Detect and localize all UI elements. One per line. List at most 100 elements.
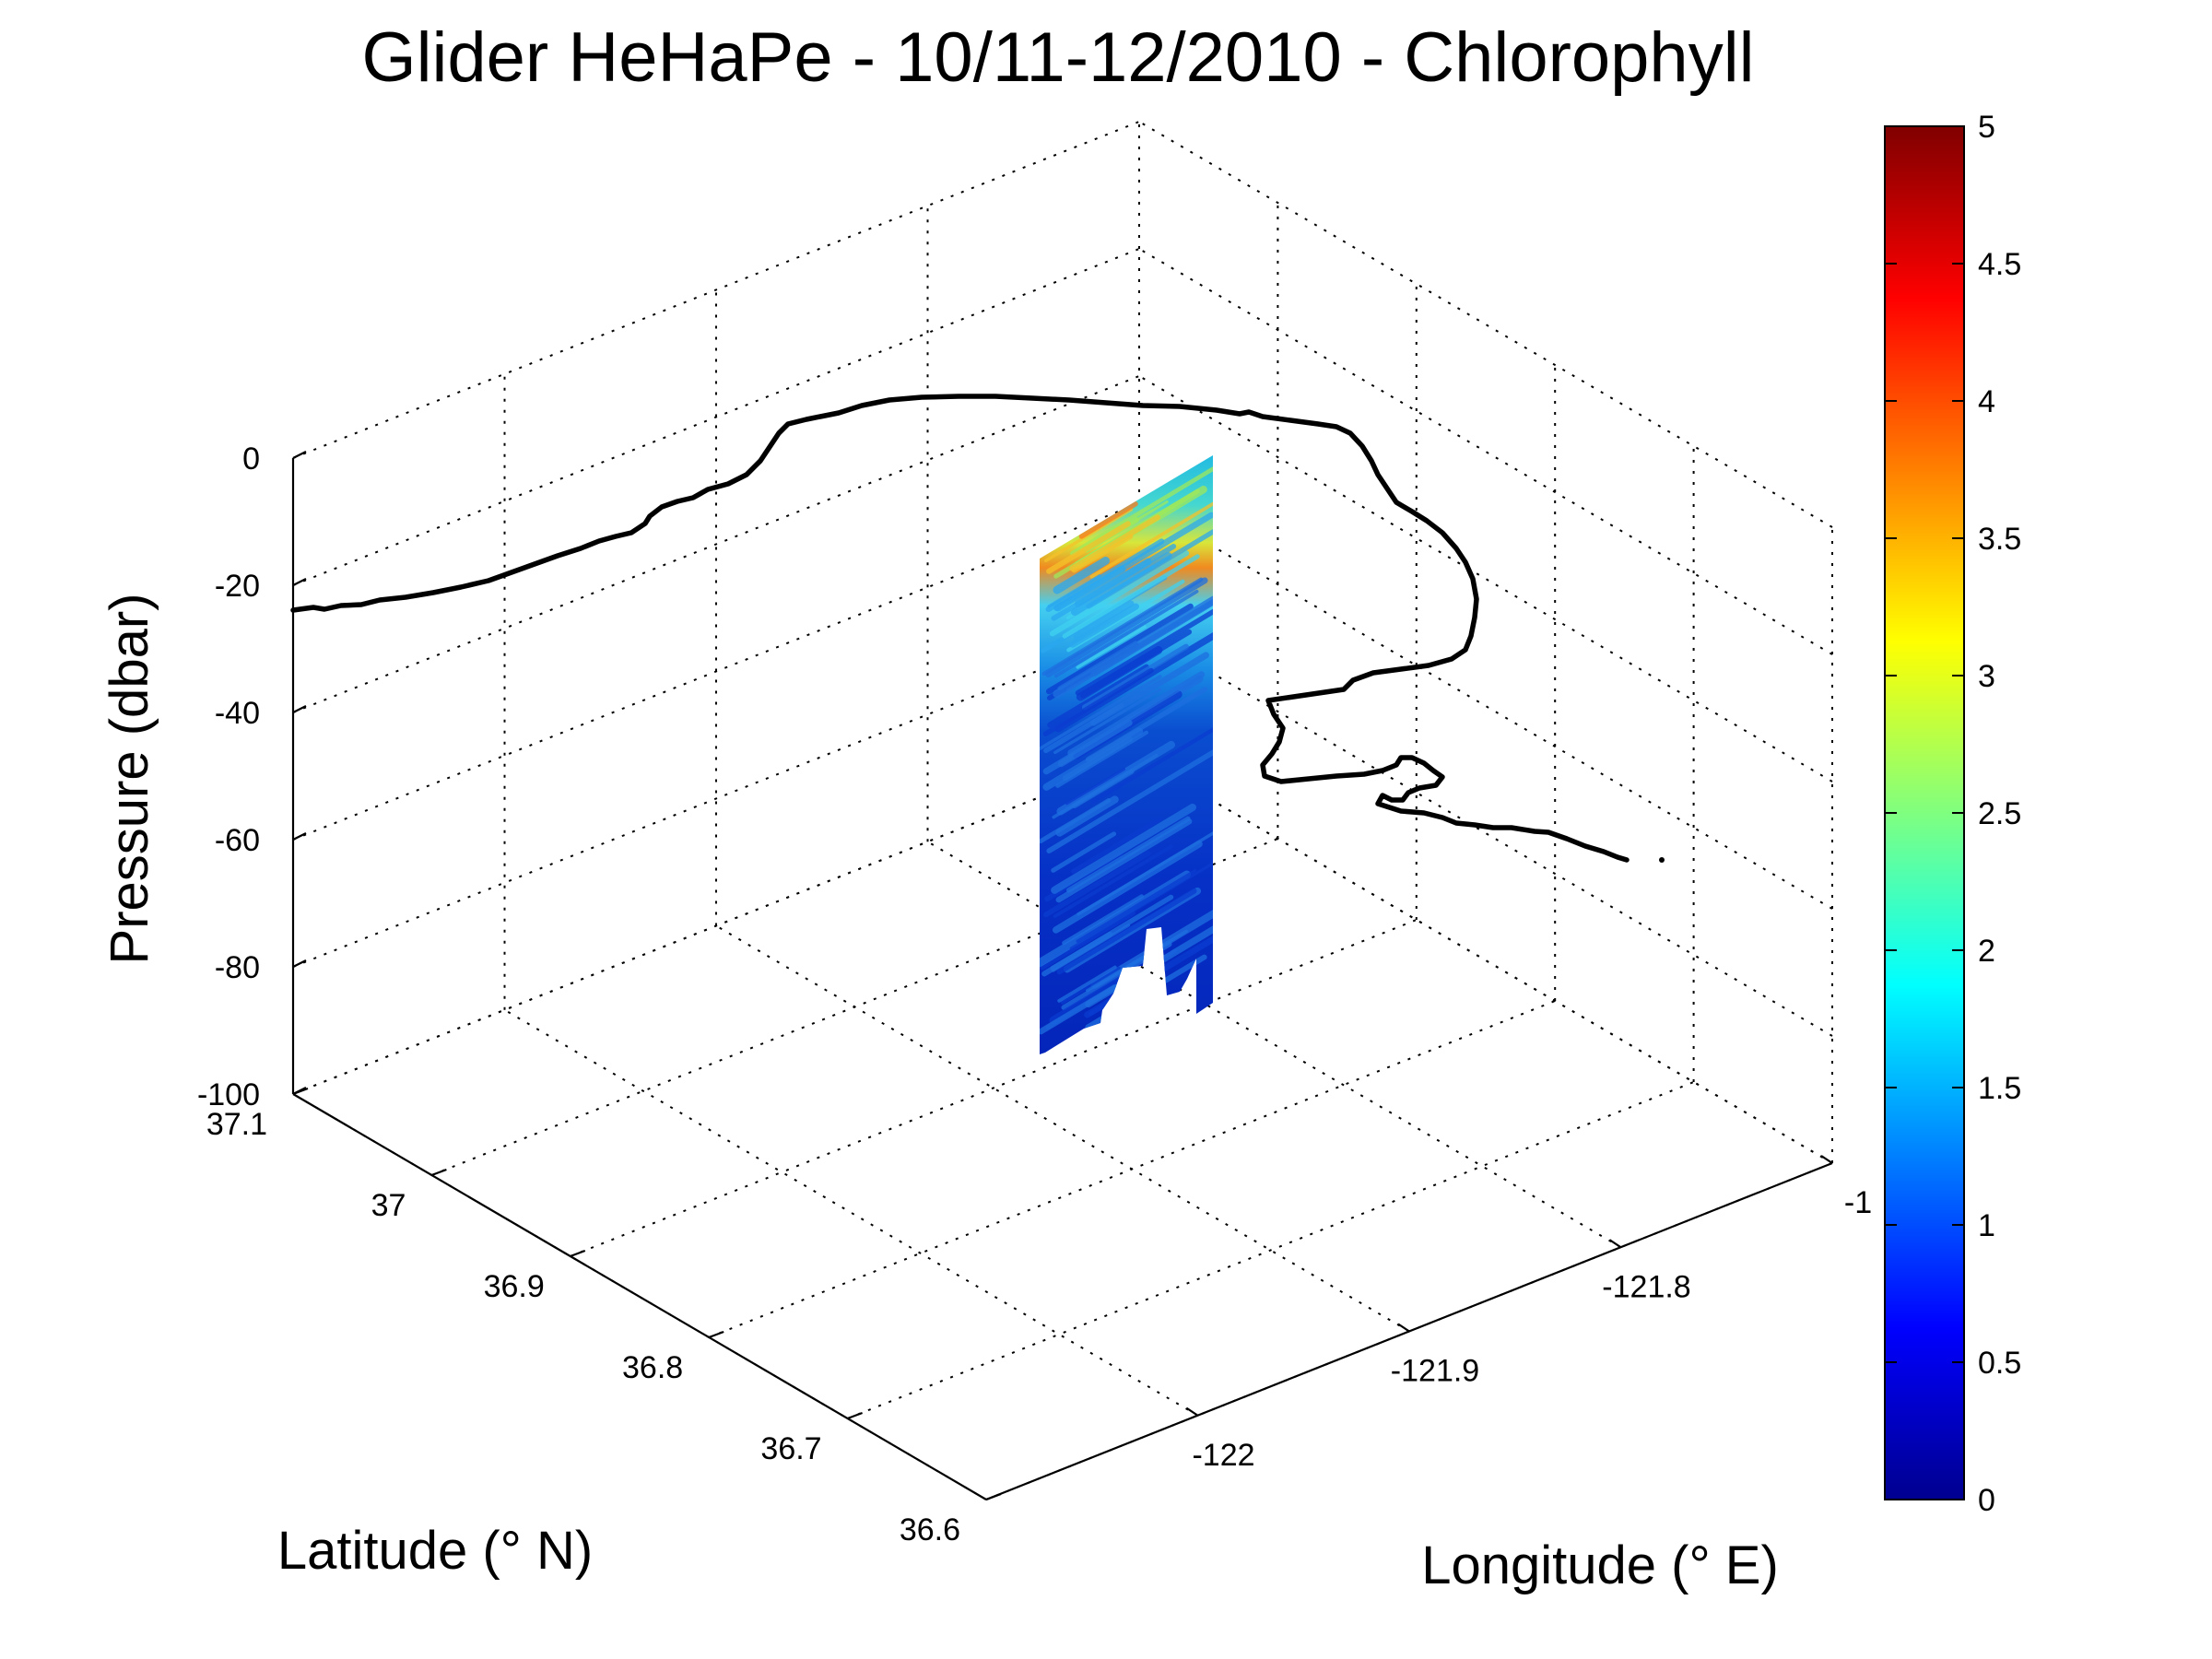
x-tick <box>1397 1323 1410 1333</box>
y-tick <box>292 1087 309 1096</box>
y-tick-label: 36.6 <box>900 1512 960 1547</box>
section-streak <box>1040 675 1162 751</box>
wall-grid-line <box>1138 629 1833 1037</box>
section-streak <box>1052 924 1131 972</box>
colorbar-tick-label: 2.5 <box>1978 796 2021 831</box>
section-streak <box>1074 558 1152 607</box>
z-tick <box>292 451 307 459</box>
z-tick-label: -60 <box>215 823 260 858</box>
colorbar-tick-label: 0.5 <box>1978 1346 2021 1381</box>
section-streak <box>1073 600 1135 640</box>
section-streak <box>1069 514 1161 571</box>
y-tick-label: 36.9 <box>484 1269 545 1304</box>
section-streak <box>1053 589 1199 678</box>
x-tick-label: -1 <box>1844 1185 1872 1220</box>
coastline-point <box>1659 857 1665 863</box>
section-streak <box>1057 719 1133 768</box>
colorbar-tick-label: 1.5 <box>1978 1071 2021 1106</box>
colorbar-tick-label: 3 <box>1978 659 1995 694</box>
section-streak <box>1045 603 1194 695</box>
section-streak <box>1051 831 1117 873</box>
x-axis-label: Longitude (° E) <box>1421 1535 1779 1595</box>
section-streak <box>1060 966 1122 1005</box>
colorbar-tick-label: 4.5 <box>1978 247 2021 282</box>
colorbar-tick-label: 2 <box>1978 934 1995 969</box>
colorbar-tick-label: 5 <box>1978 110 1995 145</box>
y-tick <box>847 1411 863 1420</box>
section-streak <box>1067 671 1206 757</box>
wall-grid-line <box>292 757 1140 1095</box>
colorbar-tick-label: 0 <box>1978 1483 1995 1518</box>
y-tick-label: 37 <box>371 1188 406 1223</box>
section-streak <box>1065 816 1191 893</box>
y-axis-line <box>292 1093 987 1500</box>
x-tick <box>1185 1406 1199 1417</box>
y-tick-label: 36.8 <box>622 1350 683 1385</box>
section-streak <box>1057 641 1138 691</box>
colorbar: 0 0.5 1 1.5 2 2.5 3 3.5 4 4.5 5 <box>1884 110 2021 1518</box>
section-streak <box>1046 749 1213 853</box>
z-tick-label: -40 <box>215 696 260 731</box>
z-tick-label: -100 <box>197 1077 260 1112</box>
section-streak <box>1071 817 1162 874</box>
x-tick-label: -122 <box>1192 1438 1254 1473</box>
section-streak <box>1086 929 1188 993</box>
chart-title: Glider HeHaPe - 10/11-12/2010 - Chloroph… <box>362 18 1755 97</box>
section-streak <box>1056 888 1197 975</box>
y-tick <box>708 1330 724 1339</box>
section-streak <box>1052 753 1159 819</box>
z-tick-label: 0 <box>242 441 260 477</box>
wall-grid-line <box>292 248 1140 586</box>
x-tick-label: -121.8 <box>1602 1269 1690 1304</box>
wall-grid-line <box>292 375 1140 713</box>
floor-grid-line <box>926 841 1622 1249</box>
section-streak <box>1055 795 1119 837</box>
section-streak <box>1055 730 1149 788</box>
colorbar-tick-label: 4 <box>1978 384 1995 419</box>
section-streak <box>1053 512 1213 611</box>
section-streak <box>1053 844 1173 919</box>
floor-grid-line <box>570 919 1418 1257</box>
section-streak <box>1070 455 1173 485</box>
wall-grid-line <box>1138 757 1833 1164</box>
section-streak <box>1070 552 1172 617</box>
section-streak <box>1042 667 1154 737</box>
x-tick <box>1608 1239 1622 1249</box>
floor-grid-line <box>847 1081 1694 1419</box>
x-tick <box>1820 1155 1833 1164</box>
section-streak <box>1069 455 1213 556</box>
section-streak <box>1052 841 1203 934</box>
section-streak <box>1069 603 1139 648</box>
wall-grid-line <box>1138 121 1833 528</box>
section-streak <box>1076 869 1197 943</box>
wall-grid-line <box>292 502 1140 841</box>
section-streak <box>1053 455 1168 491</box>
section-streak <box>1063 455 1178 497</box>
section-streak <box>1078 501 1138 539</box>
wall-grid-line <box>1138 502 1833 910</box>
y-tick-label: 37.1 <box>206 1107 267 1142</box>
section-streak <box>1065 768 1126 806</box>
section-streak <box>1062 736 1134 782</box>
colorbar-tick-label: 3.5 <box>1978 522 2021 557</box>
wall-grid-line <box>1138 248 1833 655</box>
section-streak <box>1076 625 1147 669</box>
y-tick <box>985 1492 1002 1501</box>
section-streak <box>1045 577 1208 677</box>
section-streak <box>1041 931 1113 977</box>
y-axis-label: Latitude (° N) <box>277 1521 593 1581</box>
x-tick-label: -121.9 <box>1391 1354 1479 1389</box>
z-tick <box>292 959 307 968</box>
section-streak <box>1049 971 1133 1025</box>
section-streak <box>1049 550 1190 637</box>
z-tick <box>292 832 307 841</box>
section-streak <box>1069 853 1213 950</box>
section-streak <box>1057 965 1117 1003</box>
z-tick-label: -20 <box>215 569 260 604</box>
section-streak <box>1047 664 1150 728</box>
section-streak <box>1053 595 1213 699</box>
floor-grid-line <box>1138 757 1833 1164</box>
y-tick-label: 36.7 <box>760 1431 821 1466</box>
y-tick <box>431 1168 447 1177</box>
section-streak <box>1089 652 1209 726</box>
